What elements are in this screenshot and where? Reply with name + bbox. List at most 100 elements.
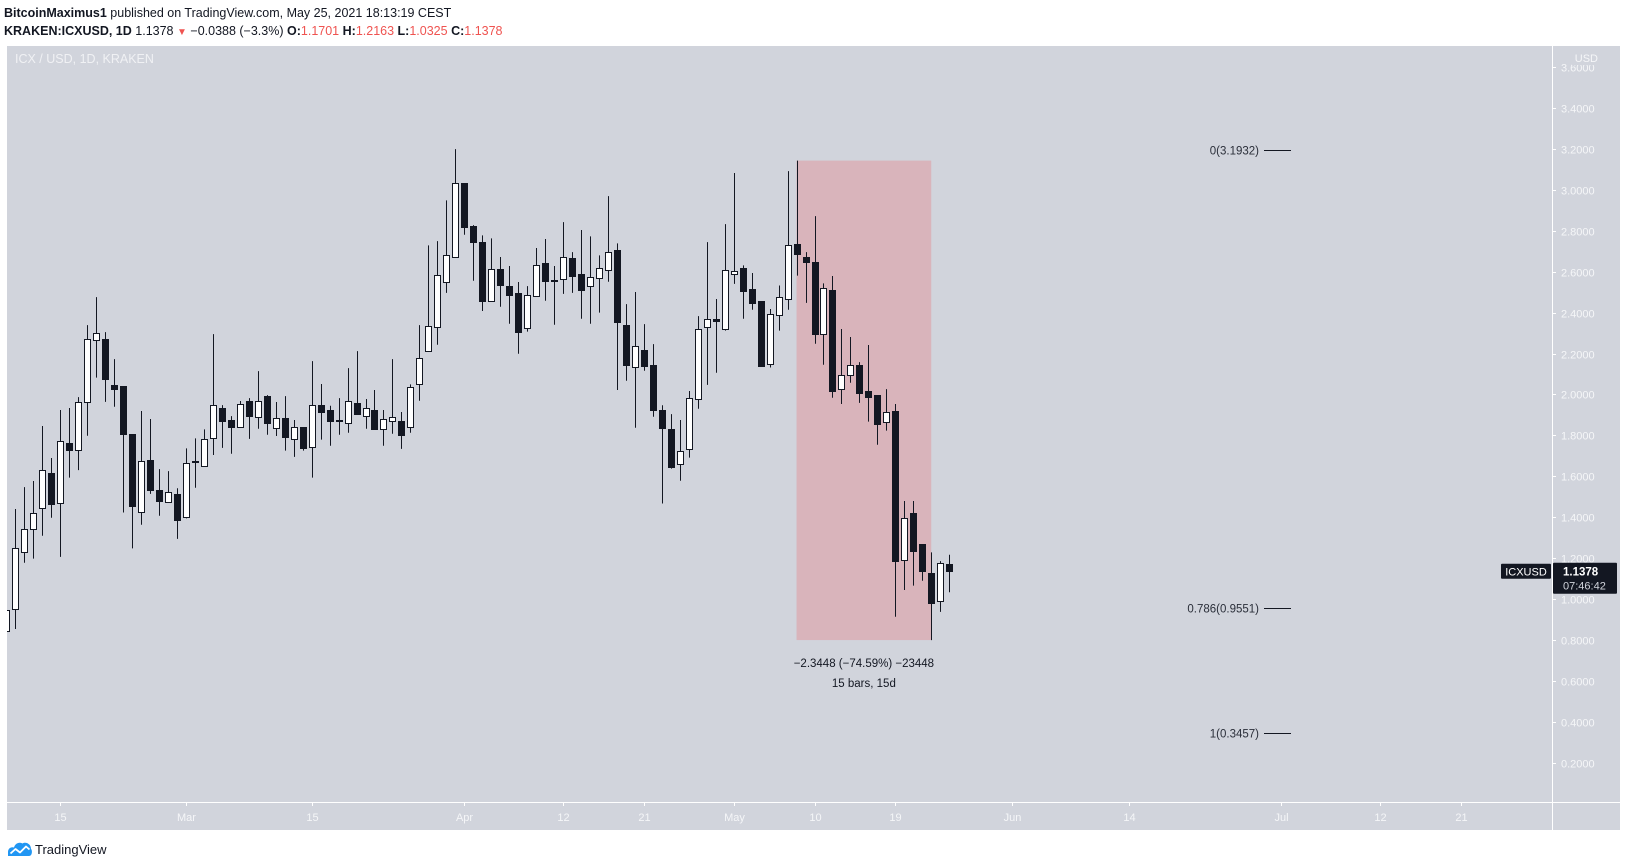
candle — [228, 416, 235, 454]
candle — [695, 316, 702, 409]
candle-body-down — [470, 226, 477, 243]
price-range-measure-box[interactable] — [796, 160, 932, 641]
candle — [452, 149, 459, 258]
candle — [587, 236, 594, 324]
candlestick-chart[interactable]: −2.3448 (−74.59%) −23448 15 bars, 15d 0(3.… — [7, 46, 1620, 830]
candle — [120, 386, 127, 513]
price-tick-label: 3.2000 — [1561, 145, 1595, 157]
candle — [138, 411, 145, 525]
price-axis[interactable]: 0.2000 0.4000 0.6000 0.8000 1.0000 1.2000 1.40… — [1552, 50, 1602, 771]
candle — [497, 257, 504, 307]
price-tick-label: 0.6000 — [1561, 677, 1595, 689]
candle — [210, 334, 217, 455]
candle — [84, 325, 91, 436]
candle-body-down — [497, 269, 504, 286]
price-tick-label: 1.6000 — [1561, 472, 1595, 484]
candle — [542, 239, 549, 301]
candle — [677, 420, 684, 481]
candle-body-up — [560, 257, 567, 280]
currency-label-bg — [1572, 50, 1602, 65]
candle — [578, 230, 585, 319]
candle-body-down — [48, 473, 55, 505]
price-tick-label: 1.4000 — [1561, 513, 1595, 525]
candle-body-up — [820, 288, 827, 335]
candle-body-up — [785, 245, 792, 300]
candle — [569, 252, 576, 293]
candle-body-up — [138, 461, 145, 513]
candle — [731, 172, 738, 284]
low-label: L: — [397, 24, 410, 38]
candle — [803, 252, 810, 303]
candle-body-down — [228, 420, 235, 428]
candle-body-up — [587, 277, 594, 287]
candle-body-down — [928, 573, 935, 604]
price-tick-label: 1.8000 — [1561, 431, 1595, 443]
candle-body-down — [219, 408, 226, 422]
candle-body-up — [452, 183, 459, 258]
tradingview-logo[interactable]: TradingView — [7, 840, 107, 858]
price-tick-label: 0.4000 — [1561, 718, 1595, 730]
candle — [219, 405, 226, 448]
time-axis[interactable]: 15 Mar 15 Apr 12 21 May 10 19 Jun 14 Jul 12 21 — [54, 802, 1468, 824]
author-name[interactable]: BitcoinMaximus1 — [4, 6, 107, 20]
candle — [371, 389, 378, 431]
candle — [856, 362, 863, 403]
candle — [237, 400, 244, 428]
candle — [641, 324, 648, 371]
publish-text: published on TradingView.com, May 25, 20… — [110, 6, 452, 20]
candle — [309, 361, 316, 478]
candle-body-up — [345, 401, 352, 424]
candle-body-up — [686, 398, 693, 450]
candle — [407, 384, 414, 433]
price-tick-label: 2.0000 — [1561, 390, 1595, 402]
candle-body-down — [614, 250, 621, 323]
candle — [883, 389, 890, 431]
candle-body-up — [255, 401, 262, 418]
time-tick-label: 15 — [306, 812, 318, 824]
candle-body-up — [407, 387, 414, 428]
candle-body-down — [129, 434, 136, 507]
candle — [461, 183, 468, 235]
close-value: 1.1378 — [464, 24, 503, 38]
candle — [21, 487, 28, 563]
candle-body-down — [919, 544, 926, 572]
time-tick-label: 14 — [1123, 812, 1135, 824]
chart-pane[interactable]: −2.3448 (−74.59%) −23448 15 bars, 15d 0(3.… — [7, 46, 1620, 830]
tradingview-logo-icon — [8, 842, 32, 856]
last-price-label: ICXUSD 1.1378 07:46:42 — [1501, 562, 1617, 594]
candle-body-up — [57, 441, 64, 504]
price-tick-label: 2.2000 — [1561, 350, 1595, 362]
candle-body-down — [264, 396, 271, 424]
price-tick-label: 1.2000 — [1561, 554, 1595, 566]
low-value: 1.0325 — [409, 24, 448, 38]
time-tick-label: 19 — [889, 812, 901, 824]
last-price-box — [1553, 562, 1617, 594]
candle — [506, 266, 513, 324]
candle-body-up — [75, 402, 82, 451]
candle — [39, 425, 46, 536]
candle — [282, 396, 289, 451]
candle-body-up — [722, 270, 729, 330]
candle-body-up — [677, 451, 684, 465]
candle — [919, 544, 926, 581]
plot-area[interactable] — [7, 149, 953, 641]
candle — [488, 238, 495, 302]
candle-body-up — [39, 470, 46, 509]
candle — [425, 245, 432, 352]
open-value: 1.1701 — [300, 24, 340, 38]
candle — [892, 404, 899, 617]
candle — [829, 276, 836, 398]
candle — [686, 390, 693, 458]
candle-body-down — [174, 494, 181, 521]
candle-body-up — [93, 333, 100, 341]
candle-body-down — [147, 460, 154, 491]
candle — [416, 325, 423, 401]
candle — [363, 398, 370, 429]
price-change: −0.0388 (−3.3%) — [190, 24, 284, 38]
price-tick-label: 0.8000 — [1561, 636, 1595, 648]
fibonacci-retracement[interactable]: 0(3.1932) 0.786(0.9551) 1(0.3457) — [1187, 146, 1291, 741]
candle — [659, 405, 666, 504]
candle — [838, 329, 845, 405]
candle-body-up — [7, 610, 10, 632]
candle-body-down — [336, 420, 343, 422]
